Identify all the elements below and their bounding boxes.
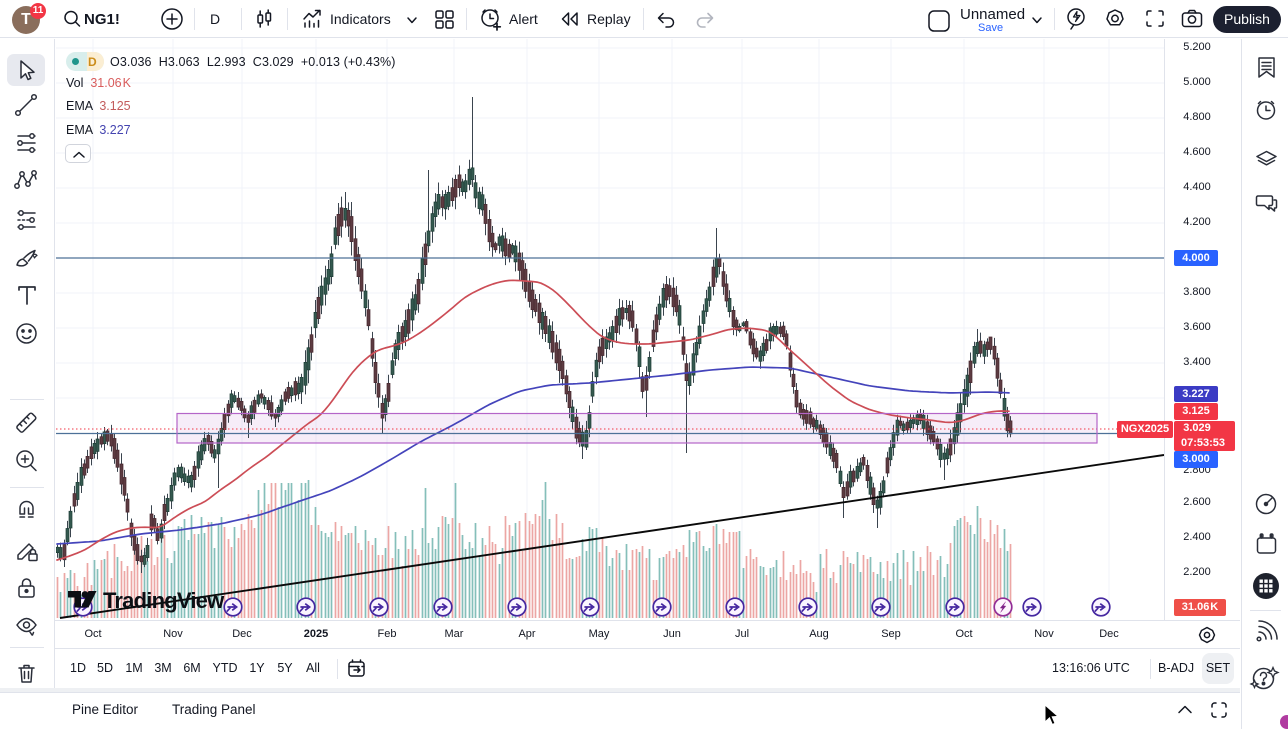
- svg-text:TradingView: TradingView: [103, 588, 225, 613]
